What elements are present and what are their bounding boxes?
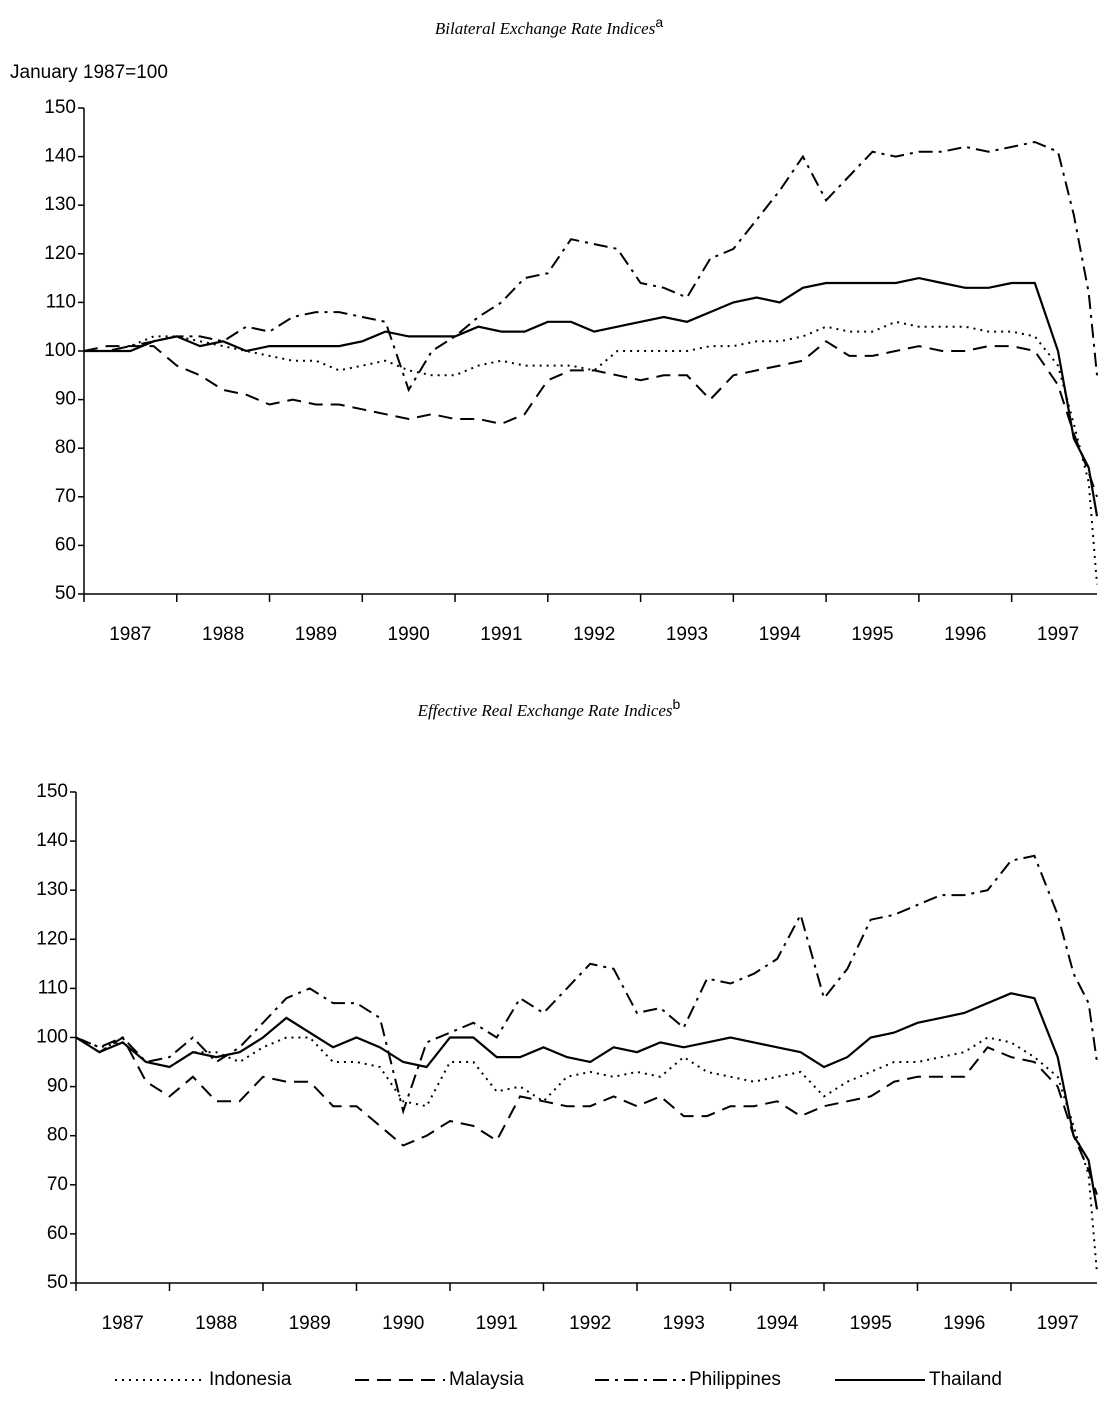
legend-label: Philippines xyxy=(689,1369,781,1390)
series-line xyxy=(75,992,1098,1210)
y-tick-label: 140 xyxy=(44,146,76,167)
x-tick-label: 1989 xyxy=(289,1313,331,1334)
x-tick-label: 1987 xyxy=(109,624,151,645)
x-tick-label: 1995 xyxy=(850,1313,892,1334)
y-tick-label: 110 xyxy=(38,977,68,998)
series-line xyxy=(84,320,1098,585)
y-tick-label: 80 xyxy=(47,1125,68,1146)
chart-title: Bilateral Exchange Rate Indicesa xyxy=(435,14,663,38)
title-note: b xyxy=(673,696,681,712)
y-tick-label: 120 xyxy=(36,928,68,949)
y-tick-label: 130 xyxy=(44,194,76,215)
y-tick-label: 50 xyxy=(47,1272,68,1293)
y-tick-label: 50 xyxy=(55,583,76,604)
y-tick-label: 130 xyxy=(36,879,68,900)
legend-label: Thailand xyxy=(929,1369,1002,1390)
series-line xyxy=(75,854,1098,1115)
series-line xyxy=(84,276,1098,517)
y-tick-label: 70 xyxy=(47,1174,68,1195)
x-tick-label: 1988 xyxy=(195,1313,237,1334)
series-line xyxy=(75,1036,1098,1195)
x-tick-label: 1996 xyxy=(944,624,986,645)
y-tick-label: 100 xyxy=(36,1027,68,1048)
y-tick-label: 90 xyxy=(47,1076,68,1097)
x-tick-label: 1992 xyxy=(569,1313,611,1334)
y-tick-label: 90 xyxy=(55,389,76,410)
x-tick-label: 1991 xyxy=(476,1313,518,1334)
x-tick-label: 1996 xyxy=(943,1313,985,1334)
x-tick-label: 1994 xyxy=(756,1313,799,1334)
x-tick-label: 1987 xyxy=(102,1313,144,1334)
legend-label: Indonesia xyxy=(209,1369,292,1390)
x-tick-label: 1991 xyxy=(480,624,522,645)
title-text: Bilateral Exchange Rate Indices xyxy=(435,19,656,38)
y-tick-label: 60 xyxy=(47,1223,68,1244)
x-tick-label: 1993 xyxy=(666,624,708,645)
y-tick-label: 100 xyxy=(44,340,76,361)
x-tick-label: 1990 xyxy=(388,624,430,645)
x-tick-label: 1995 xyxy=(851,624,893,645)
y-axis-label: January 1987=100 xyxy=(10,62,168,83)
series-line xyxy=(83,340,1098,498)
y-tick-label: 80 xyxy=(55,437,76,458)
y-tick-label: 110 xyxy=(46,291,76,312)
y-tick-label: 60 xyxy=(55,534,76,555)
x-tick-label: 1989 xyxy=(295,624,337,645)
x-tick-label: 1990 xyxy=(382,1313,424,1334)
x-tick-label: 1997 xyxy=(1037,624,1079,645)
series-line xyxy=(84,140,1098,393)
y-tick-label: 120 xyxy=(44,243,76,264)
x-tick-label: 1992 xyxy=(573,624,615,645)
x-tick-label: 1994 xyxy=(759,624,802,645)
x-tick-label: 1993 xyxy=(663,1313,705,1334)
title-text: Effective Real Exchange Rate Indices xyxy=(417,701,673,720)
y-tick-label: 150 xyxy=(36,781,68,802)
chart-title: Effective Real Exchange Rate Indicesb xyxy=(417,696,681,720)
x-tick-label: 1988 xyxy=(202,624,244,645)
y-tick-label: 140 xyxy=(36,830,68,851)
title-note: a xyxy=(655,14,663,30)
x-tick-label: 1997 xyxy=(1037,1313,1079,1334)
y-tick-label: 70 xyxy=(55,486,76,507)
y-tick-label: 150 xyxy=(44,97,76,118)
series-line xyxy=(75,1036,1098,1274)
legend-label: Malaysia xyxy=(449,1369,524,1390)
